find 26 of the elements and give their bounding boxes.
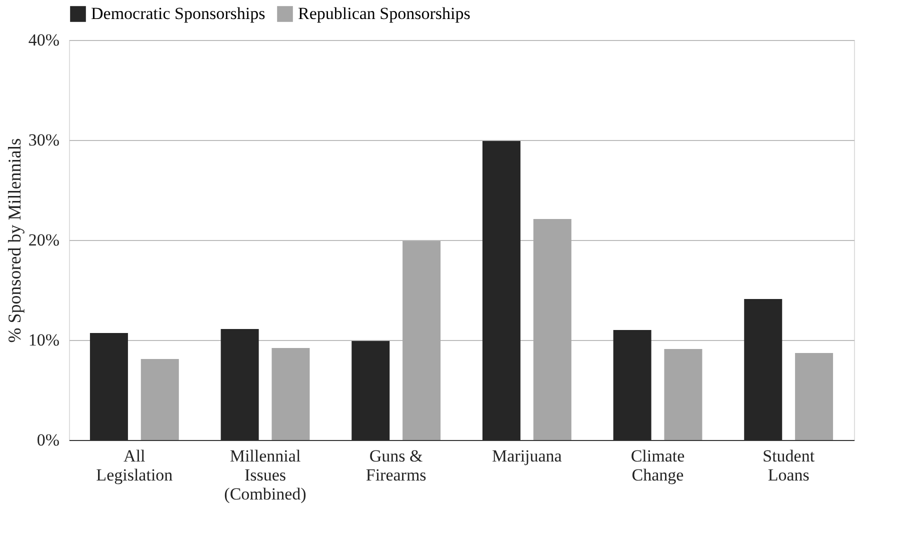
bar (664, 349, 702, 440)
legend-label: Democratic Sponsorships (91, 4, 266, 23)
y-tick-label: 40% (28, 30, 60, 50)
x-tick-label: All Legislation (96, 446, 174, 484)
y-tick-label: 0% (36, 430, 60, 450)
bar (90, 333, 128, 440)
bar (220, 329, 259, 440)
y-axis-title: % Sponsored by Millennials (4, 138, 24, 343)
x-tick-label: Climate Change (630, 446, 685, 484)
bar (272, 348, 310, 440)
bar (352, 341, 390, 440)
bar (402, 241, 441, 440)
bar (533, 219, 572, 440)
bar (613, 330, 652, 440)
x-tick-label: Student Loans (762, 446, 815, 484)
bar (744, 299, 782, 440)
y-tick-label: 10% (28, 330, 60, 350)
bar (140, 359, 179, 440)
bar (482, 141, 520, 440)
x-tick-label: Marijuana (492, 446, 562, 466)
legend-label: Republican Sponsorships (298, 4, 470, 23)
y-tick-label: 20% (28, 230, 60, 250)
y-tick-label: 30% (28, 130, 60, 150)
bar (795, 353, 834, 440)
x-tick-label: Millennial Issues (Combined) (224, 446, 306, 504)
x-tick-label: Guns & Firearms (366, 446, 426, 484)
